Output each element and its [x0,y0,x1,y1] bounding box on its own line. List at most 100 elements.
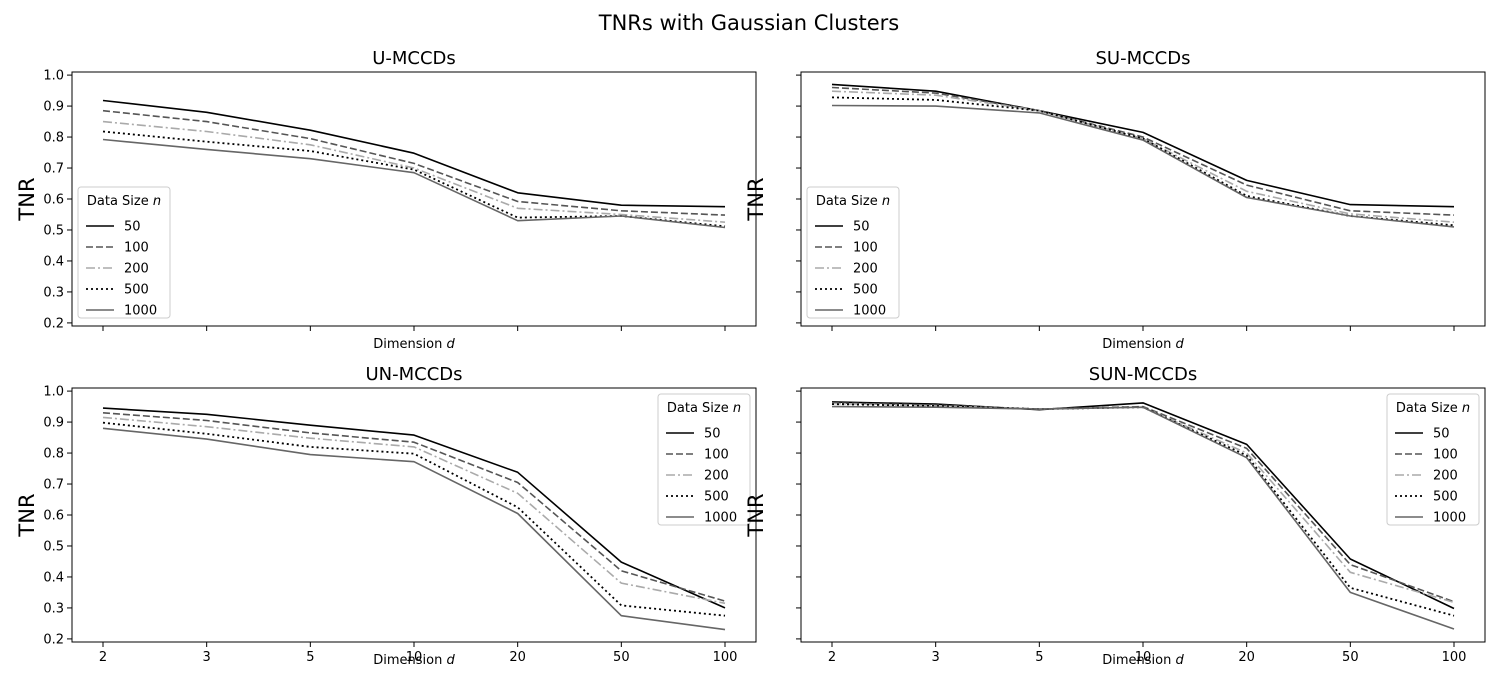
series-line-200 [831,402,1455,604]
legend-entry-500: 500 [853,283,878,298]
y-tick-label: 0.8 [43,131,64,146]
x-tick-label: 10 [1135,650,1152,665]
y-axis-label: TNR [744,177,768,221]
series-line-500 [102,421,726,617]
y-tick-label: 0.3 [43,601,64,616]
series-line-500 [831,96,1455,227]
series-line-50 [102,99,726,208]
x-tick-label: 50 [613,650,630,665]
legend-entry-200: 200 [1433,469,1458,484]
series-line-50 [831,401,1455,610]
panel-u-mccds: U-MCCDs Dimension d TNR 0.2 0.3 0.4 0.5 0.6 0… [15,48,757,352]
x-tick-label: 20 [1238,650,1255,665]
series-line-1000 [102,427,726,631]
series-line-200 [102,416,726,605]
legend-box [1386,393,1480,526]
y-tick-label: 0.9 [43,100,64,115]
panel-title: UN-MCCDs [365,364,462,385]
legend-title: Data Size n [816,194,890,209]
y-tick-label: 0.4 [43,254,64,269]
x-axis-label: Dimension d [1102,337,1184,352]
y-tick-label: 0.6 [43,509,64,524]
series-line-100 [831,402,1455,603]
plot-area-frame [800,71,1486,327]
legend-entry-50: 50 [704,427,721,442]
y-tick-label: 0.7 [43,478,64,493]
legend-entry-100: 100 [853,241,878,256]
y-tick-label: 0.2 [43,316,64,331]
x-tick-label: 5 [306,650,314,665]
y-tick-label: 1.0 [43,69,64,84]
panel-sun-mccds: SUN-MCCDs Dimension d TNR 2 3 5 10 20 50 100 50… [744,364,1486,668]
panel-title: SUN-MCCDs [1089,364,1197,385]
x-tick-label: 3 [932,650,940,665]
x-tick-label: 3 [203,650,211,665]
legend-entry-1000: 1000 [853,304,886,319]
legend-entry-100: 100 [124,241,149,256]
y-tick-label: 0.3 [43,285,64,300]
y-tick-label: 1.0 [43,385,64,400]
series-line-1000 [831,104,1455,228]
x-tick-label: 2 [828,650,836,665]
legend-entry-200: 200 [704,469,729,484]
y-axis-label: TNR [15,493,39,537]
x-tick-label: 10 [406,650,423,665]
series-line-100 [102,412,726,602]
series-line-500 [102,130,726,228]
y-tick-label: 0.7 [43,162,64,177]
series-line-200 [831,90,1455,223]
legend-entry-1000: 1000 [124,304,157,319]
plot-area-frame [71,387,757,643]
legend-box [806,186,900,319]
series-line-1000 [102,138,726,229]
legend-title: Data Size n [87,194,161,209]
legend-entry-50: 50 [1433,427,1450,442]
x-axis-label: Dimension d [373,337,455,352]
x-tick-label: 100 [1442,650,1467,665]
y-tick-label: 0.8 [43,447,64,462]
y-tick-label: 0.5 [43,223,64,238]
legend-entry-200: 200 [124,262,149,277]
x-tick-label: 5 [1035,650,1043,665]
y-tick-label: 0.2 [43,632,64,647]
y-tick-label: 0.4 [43,570,64,585]
legend-box [77,186,171,319]
legend-entry-500: 500 [124,283,149,298]
series-line-100 [102,109,726,216]
legend-title: Data Size n [1396,401,1470,416]
y-axis-label: TNR [15,177,39,221]
legend-entry-200: 200 [853,262,878,277]
legend-entry-50: 50 [124,220,141,235]
panel-su-mccds: SU-MCCDs Dimension d TNR 50 100 200 500 1000… [744,48,1486,352]
y-axis-label: TNR [744,493,768,537]
legend-title: Data Size n [667,401,741,416]
legend-box [657,393,751,526]
series-line-500 [831,403,1455,617]
legend-entry-1000: 1000 [1433,511,1466,526]
series-line-200 [102,120,726,223]
legend-entry-100: 100 [1433,448,1458,463]
x-tick-label: 2 [99,650,107,665]
x-tick-label: 50 [1342,650,1359,665]
series-line-1000 [831,405,1455,630]
panel-un-mccds: UN-MCCDs Dimension d TNR 2 3 5 10 20 50 100 0.2… [15,364,757,668]
plot-area-frame [71,71,757,327]
y-tick-label: 0.5 [43,539,64,554]
figure-title: TNRs with Gaussian Clusters [598,11,899,35]
legend-entry-500: 500 [1433,490,1458,505]
panel-title: U-MCCDs [372,48,456,69]
legend-entry-1000: 1000 [704,511,737,526]
series-line-50 [102,407,726,609]
legend-entry-500: 500 [704,490,729,505]
x-axis-label: Dimension d [373,653,455,668]
x-tick-label: 100 [713,650,738,665]
series-line-50 [831,83,1455,208]
legend-entry-100: 100 [704,448,729,463]
x-tick-label: 20 [509,650,526,665]
x-axis-label: Dimension d [1102,653,1184,668]
legend-entry-50: 50 [853,220,870,235]
y-tick-label: 0.6 [43,193,64,208]
y-tick-label: 0.9 [43,416,64,431]
series-line-100 [831,86,1455,216]
